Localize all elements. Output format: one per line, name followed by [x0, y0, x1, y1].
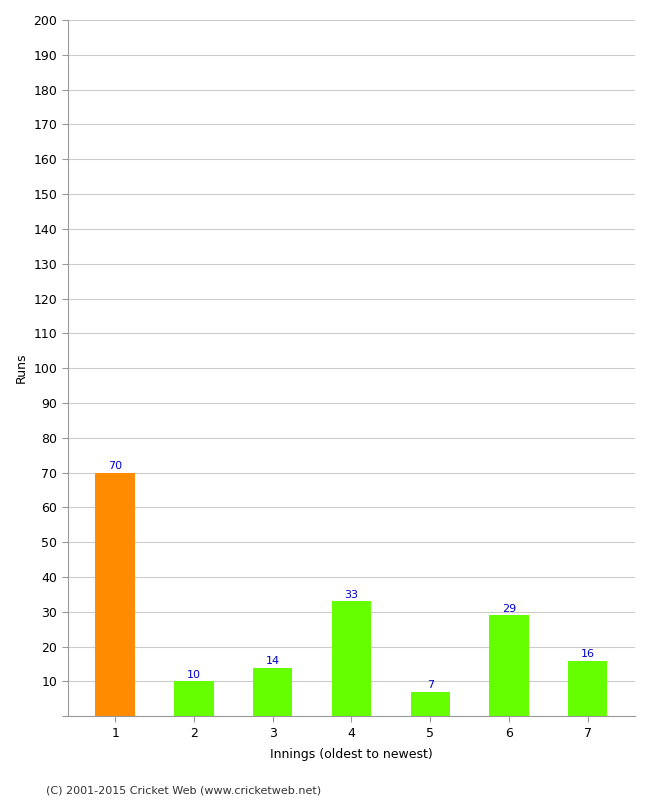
Text: 29: 29 — [502, 603, 516, 614]
Text: 33: 33 — [344, 590, 358, 600]
Bar — [96, 473, 135, 716]
Bar — [332, 602, 371, 716]
Text: 16: 16 — [580, 649, 595, 659]
X-axis label: Innings (oldest to newest): Innings (oldest to newest) — [270, 748, 433, 761]
Text: (C) 2001-2015 Cricket Web (www.cricketweb.net): (C) 2001-2015 Cricket Web (www.cricketwe… — [46, 786, 320, 795]
Bar — [489, 615, 528, 716]
Bar — [568, 661, 608, 716]
Text: 10: 10 — [187, 670, 201, 680]
Y-axis label: Runs: Runs — [15, 353, 28, 383]
Text: 14: 14 — [266, 656, 280, 666]
Bar — [411, 692, 450, 716]
Text: 7: 7 — [426, 680, 434, 690]
Bar — [253, 667, 292, 716]
Bar — [174, 682, 214, 716]
Text: 70: 70 — [108, 461, 122, 471]
